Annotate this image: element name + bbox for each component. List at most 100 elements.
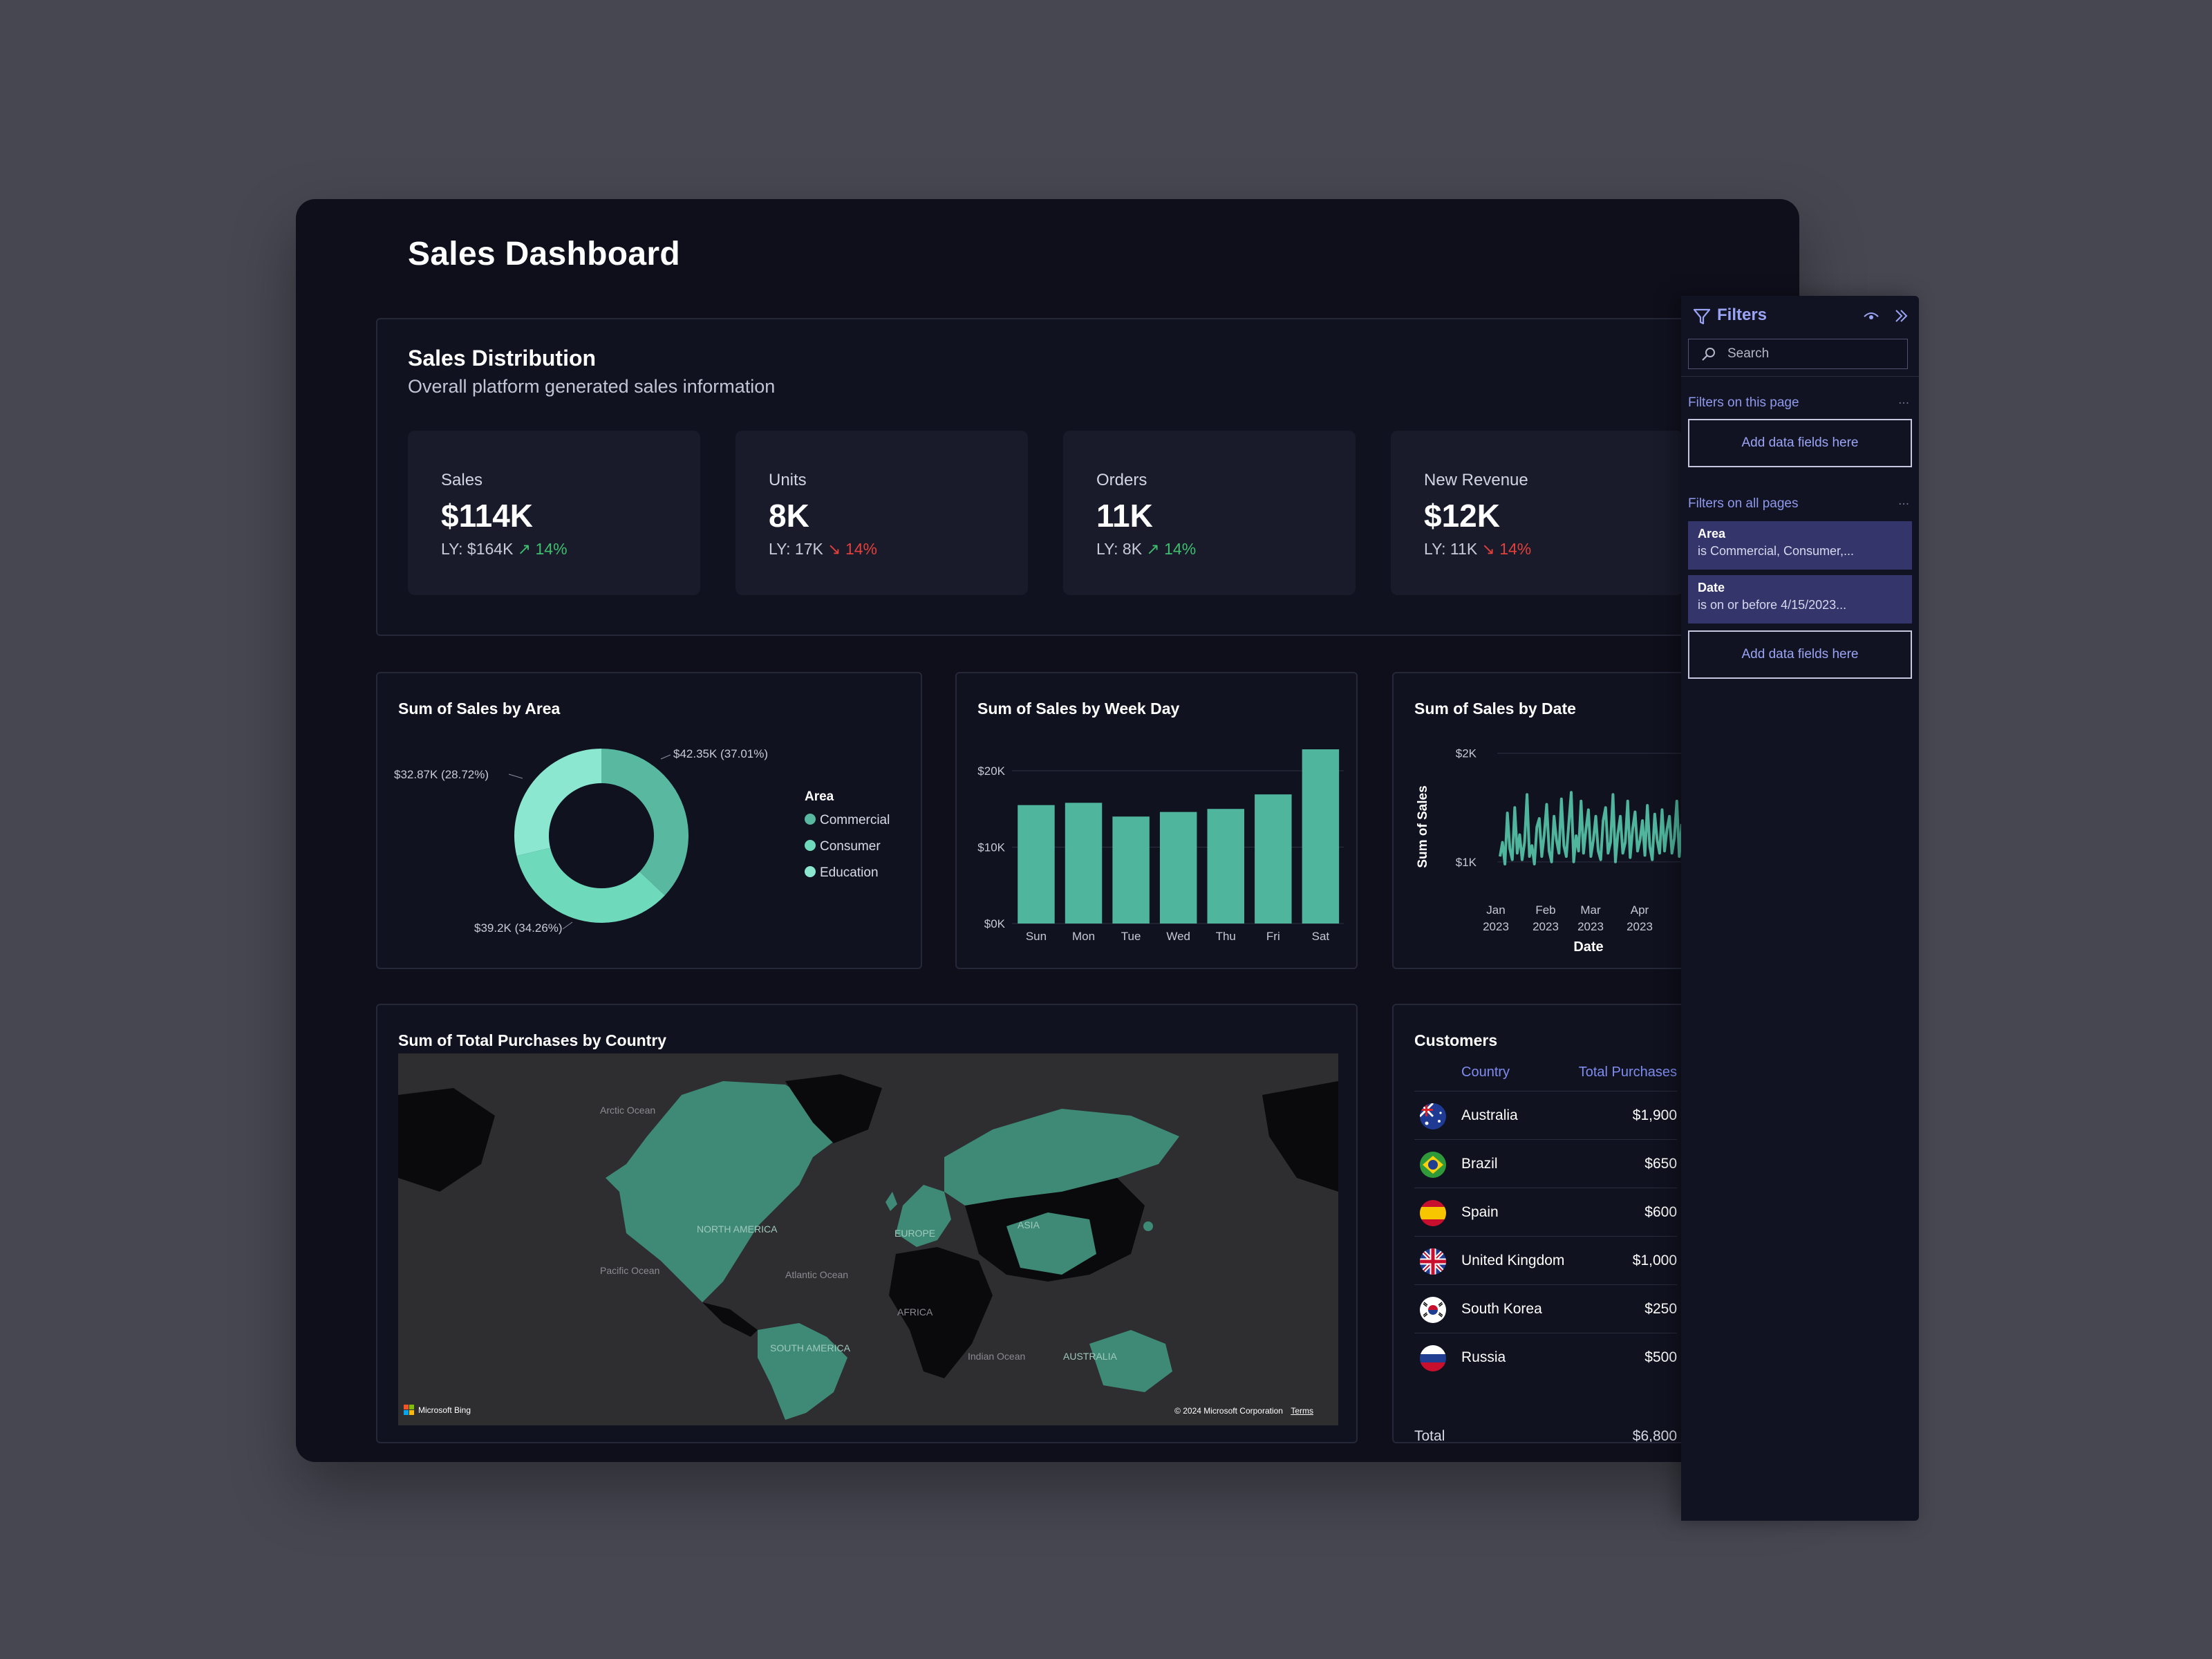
sales-line-series[interactable]	[1499, 791, 1688, 865]
sales-by-area-card[interactable]: Sum of Sales by Area $42.35K (37.01%) $39…	[376, 672, 922, 969]
y-axis-label: Sum of Sales	[1416, 785, 1430, 868]
filters-pane: Filters Filters on this page ... Add dat…	[1681, 296, 1919, 1521]
chart-title: Sum of Sales by Area	[398, 700, 561, 718]
total-purchases-value: $500	[1644, 1349, 1677, 1365]
total-purchases-value: $600	[1644, 1204, 1677, 1220]
bar-thu[interactable]	[1207, 809, 1244, 924]
map-region-united-kingdom[interactable]	[885, 1192, 897, 1211]
line-chart: $1K $2K Jan 2023 Feb 2023 Mar 2023 Apr 2023 Date Su…	[1416, 747, 1799, 955]
sales-by-weekday-card[interactable]: Sum of Sales by Week Day $0K $10K $20K Sun M…	[955, 672, 1358, 969]
search-icon	[1702, 348, 1715, 361]
bar-sun[interactable]	[1018, 805, 1055, 924]
kpi-ly-text: LY: 8K	[1096, 540, 1143, 558]
more-options-icon[interactable]: ...	[1898, 393, 1909, 407]
map-region-south-america[interactable]	[758, 1323, 847, 1420]
spain-flag-icon	[1420, 1200, 1446, 1226]
map-copyright: © 2024 Microsoft Corporation Terms	[1174, 1406, 1313, 1416]
column-header-total-purchases[interactable]: Total Purchases	[1578, 1065, 1677, 1080]
donut-slice-commercial[interactable]	[601, 749, 688, 896]
search-divider	[1681, 376, 1919, 377]
filters-on-all-pages-heading: Filters on all pages	[1688, 496, 1799, 511]
kpi-last-year: LY: 17K ↘ 14%	[769, 540, 877, 559]
y-tick-label: $1K	[1456, 856, 1477, 869]
trend-up-icon: ↗	[517, 540, 532, 558]
table-title: Customers	[1414, 1031, 1498, 1049]
country-name: United Kingdom	[1461, 1253, 1565, 1268]
kpi-ly-text: LY: 11K	[1424, 540, 1478, 558]
kpi-card-new-revenue[interactable]: New Revenue $12K LY: 11K ↘ 14%	[1391, 431, 1683, 595]
filters-search-input[interactable]	[1688, 339, 1908, 369]
filter-value: is Commercial, Consumer,...	[1698, 544, 1855, 558]
table-row[interactable]: Brazil $650	[1414, 1139, 1677, 1188]
kpi-trend: 14%	[535, 540, 568, 558]
map-label-arctic: Arctic Ocean	[600, 1105, 656, 1116]
kpi-value: 11K	[1096, 498, 1153, 534]
add-data-fields-page[interactable]: Add data fields here	[1688, 419, 1912, 467]
collapse-pane-icon[interactable]	[1893, 307, 1911, 325]
x-tick-label: Mon	[1072, 930, 1095, 943]
bar-fri[interactable]	[1255, 794, 1292, 924]
map-region-russia[interactable]	[944, 1109, 1179, 1206]
trend-down-icon: ↘	[1481, 540, 1495, 558]
filter-card-area[interactable]: Area is Commercial, Consumer,...	[1688, 521, 1912, 570]
bar-mon[interactable]	[1065, 803, 1103, 924]
bing-logo: Microsoft Bing	[404, 1405, 471, 1415]
bing-attribution: Microsoft Bing	[418, 1405, 471, 1415]
table-row[interactable]: Russia $500	[1414, 1333, 1677, 1382]
kpi-label: Orders	[1096, 471, 1147, 489]
kpi-card-sales[interactable]: Sales $114K LY: $164K ↗ 14%	[408, 431, 700, 595]
legend-marker	[805, 840, 816, 851]
kpi-trend: 14%	[1164, 540, 1197, 558]
total-purchases-value: $1,900	[1632, 1107, 1677, 1123]
donut-slice-consumer[interactable]	[516, 847, 665, 923]
table-row[interactable]: South Korea $250	[1414, 1284, 1677, 1333]
total-value: $6,800	[1632, 1428, 1677, 1443]
map-region-china[interactable]	[1006, 1212, 1096, 1275]
filter-card-date[interactable]: Date is on or before 4/15/2023...	[1688, 575, 1912, 624]
kpi-trend: 14%	[845, 540, 877, 558]
map-region-north-america[interactable]	[606, 1081, 841, 1302]
map-region-africa	[889, 1247, 993, 1378]
table-row[interactable]: Spain $600	[1414, 1188, 1677, 1237]
total-purchases-value: $250	[1644, 1301, 1677, 1317]
map-region-europe[interactable]	[896, 1185, 951, 1247]
column-header-country[interactable]: Country	[1461, 1065, 1510, 1080]
legend-entry[interactable]: Education	[820, 865, 879, 880]
kpi-last-year: LY: 11K ↘ 14%	[1424, 540, 1531, 559]
x-tick-label: Wed	[1166, 930, 1190, 943]
terms-link[interactable]: Terms	[1291, 1406, 1313, 1416]
microsoft-logo-icon	[404, 1405, 414, 1415]
map-region-australia[interactable]	[1089, 1330, 1172, 1392]
map-region-greenland	[785, 1074, 882, 1143]
add-data-fields-all[interactable]: Add data fields here	[1688, 630, 1912, 679]
page-title: Sales Dashboard	[408, 236, 680, 272]
donut-slice-education[interactable]	[514, 749, 601, 856]
kpi-card-units[interactable]: Units 8K LY: 17K ↘ 14%	[735, 431, 1028, 595]
legend-entry[interactable]: Commercial	[820, 813, 890, 827]
map-region-wrap	[1262, 1081, 1338, 1192]
bar-tue[interactable]	[1112, 816, 1150, 924]
bar-sat[interactable]	[1302, 749, 1340, 924]
filter-name: Area	[1698, 527, 1726, 541]
world-map[interactable]: Arctic Ocean Pacific Ocean Atlantic Ocea…	[398, 1053, 1338, 1425]
eye-icon[interactable]	[1862, 308, 1880, 324]
x-tick-label: Thu	[1216, 930, 1236, 943]
kpi-ly-text: LY: 17K	[769, 540, 823, 558]
bar-wed[interactable]	[1159, 812, 1197, 924]
map-region-south-korea[interactable]	[1143, 1221, 1153, 1231]
table-row[interactable]: Australia $1,900	[1414, 1091, 1677, 1140]
filter-value: is on or before 4/15/2023...	[1698, 598, 1847, 612]
kpi-card-orders[interactable]: Orders 11K LY: 8K ↗ 14%	[1063, 431, 1356, 595]
x-tick-label: Sun	[1026, 930, 1047, 943]
kpi-value: 8K	[769, 498, 809, 534]
chart-title: Sum of Total Purchases by Country	[398, 1031, 667, 1049]
filters-on-page-heading: Filters on this page	[1688, 395, 1799, 410]
legend-entry[interactable]: Consumer	[820, 839, 881, 854]
table-row[interactable]: United Kingdom $1,000	[1414, 1236, 1677, 1285]
report-window: Sales Dashboard Sales Distribution Overa…	[296, 199, 1799, 1462]
more-options-icon[interactable]: ...	[1898, 494, 1909, 508]
map-label-pacific: Pacific Ocean	[600, 1265, 660, 1276]
leader-line	[660, 754, 671, 760]
legend-marker	[805, 866, 816, 877]
purchases-map-card[interactable]: Sum of Total Purchases by Country	[376, 1004, 1358, 1443]
